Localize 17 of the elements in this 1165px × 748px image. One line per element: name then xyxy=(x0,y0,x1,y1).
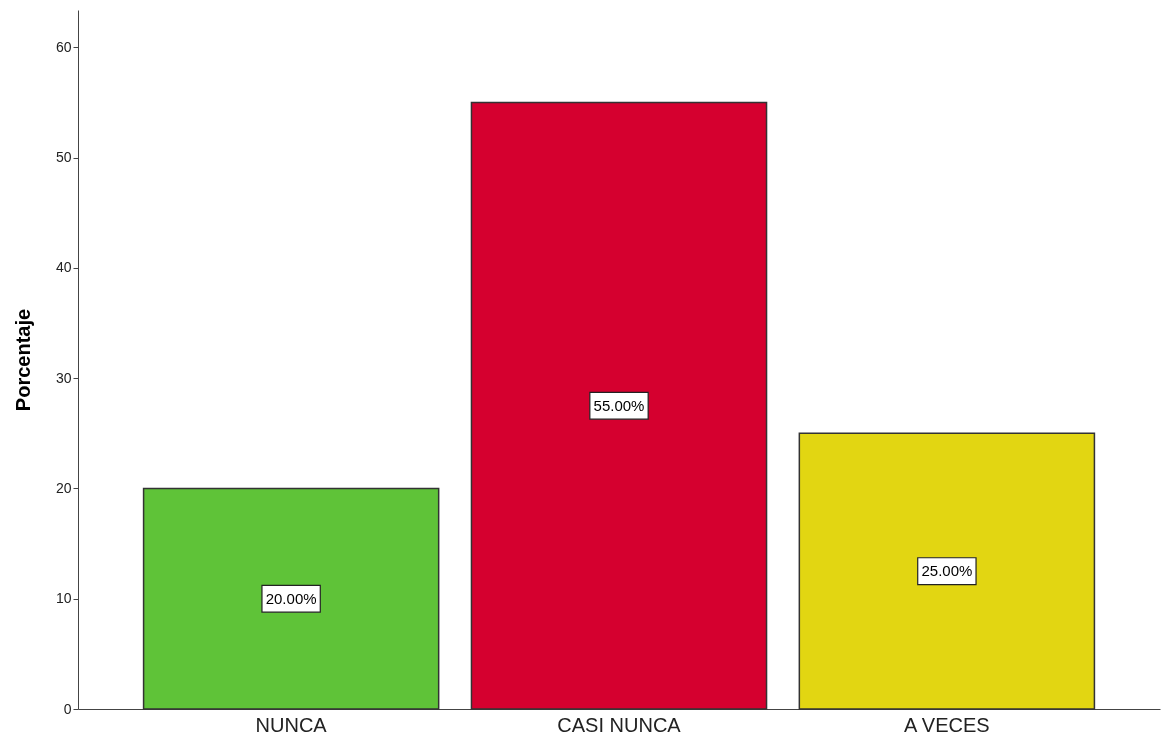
x-tick-label: CASI NUNCA xyxy=(557,713,682,736)
y-tick-label: 40 xyxy=(55,259,72,276)
y-tick-label: 10 xyxy=(55,590,72,607)
y-tick-label: 50 xyxy=(55,149,72,166)
data-label: 20.00% xyxy=(265,589,317,607)
data-label: 25.00% xyxy=(921,562,973,580)
data-label: 55.00% xyxy=(593,396,645,414)
bar xyxy=(798,432,1096,710)
y-tick-label: 60 xyxy=(55,38,72,55)
bar xyxy=(470,101,768,710)
x-tick-label: A VECES xyxy=(904,713,990,736)
y-tick-label: 30 xyxy=(55,369,72,386)
x-tick-label: NUNCA xyxy=(255,713,328,736)
bar xyxy=(142,487,440,710)
y-axis-title: Porcentaje xyxy=(11,308,34,412)
y-tick-label: 20 xyxy=(55,480,72,496)
y-tick-label: 0 xyxy=(63,700,72,717)
